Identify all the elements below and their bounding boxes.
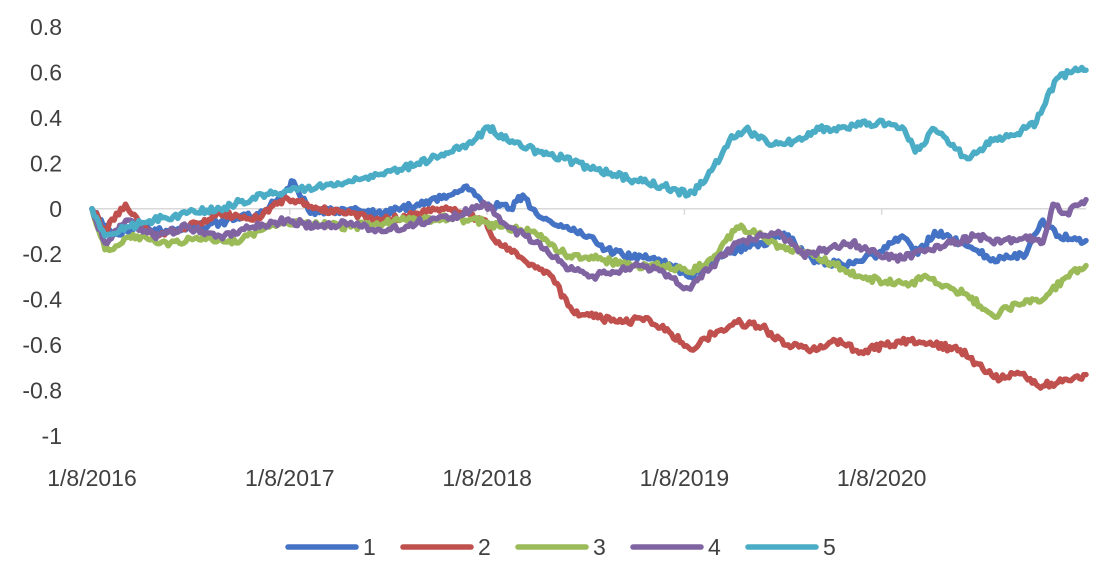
series-line-2 <box>89 194 1089 391</box>
x-tick-label: 1/8/2016 <box>47 465 137 491</box>
series-line-3 <box>89 206 1089 321</box>
legend-label-3: 3 <box>593 534 606 560</box>
legend: 1 2 3 4 5 <box>285 534 836 560</box>
x-tick-label: 1/8/2019 <box>640 465 730 491</box>
y-tick-label: -0.4 <box>22 287 62 313</box>
y-axis-tick-labels: 0.8 0.6 0.4 0.2 0 -0.2 -0.4 -0.6 -0.8 -1 <box>22 14 62 449</box>
y-tick-label: -0.6 <box>22 332 62 358</box>
y-tick-label: 0.4 <box>30 105 62 131</box>
x-axis-tick-labels: 1/8/2016 1/8/2017 1/8/2018 1/8/2019 1/8/2020 <box>47 208 927 491</box>
x-tick-label: 1/8/2018 <box>442 465 532 491</box>
series-line-5 <box>89 64 1089 239</box>
legend-label-1: 1 <box>363 534 376 560</box>
y-tick-label: -0.8 <box>22 378 62 404</box>
y-tick-label: 0 <box>49 196 62 222</box>
y-tick-label: 0.8 <box>30 14 62 40</box>
legend-label-5: 5 <box>823 534 836 560</box>
y-tick-label: -1 <box>42 423 62 449</box>
x-tick-label: 1/8/2017 <box>245 465 335 491</box>
series-line-4 <box>89 196 1089 292</box>
x-tick-label: 1/8/2020 <box>837 465 927 491</box>
y-tick-label: -0.2 <box>22 241 62 267</box>
y-tick-label: 0.2 <box>30 150 62 176</box>
y-tick-label: 0.6 <box>30 59 62 85</box>
legend-label-2: 2 <box>478 534 491 560</box>
legend-label-4: 4 <box>708 534 721 560</box>
series-lines <box>89 64 1089 391</box>
